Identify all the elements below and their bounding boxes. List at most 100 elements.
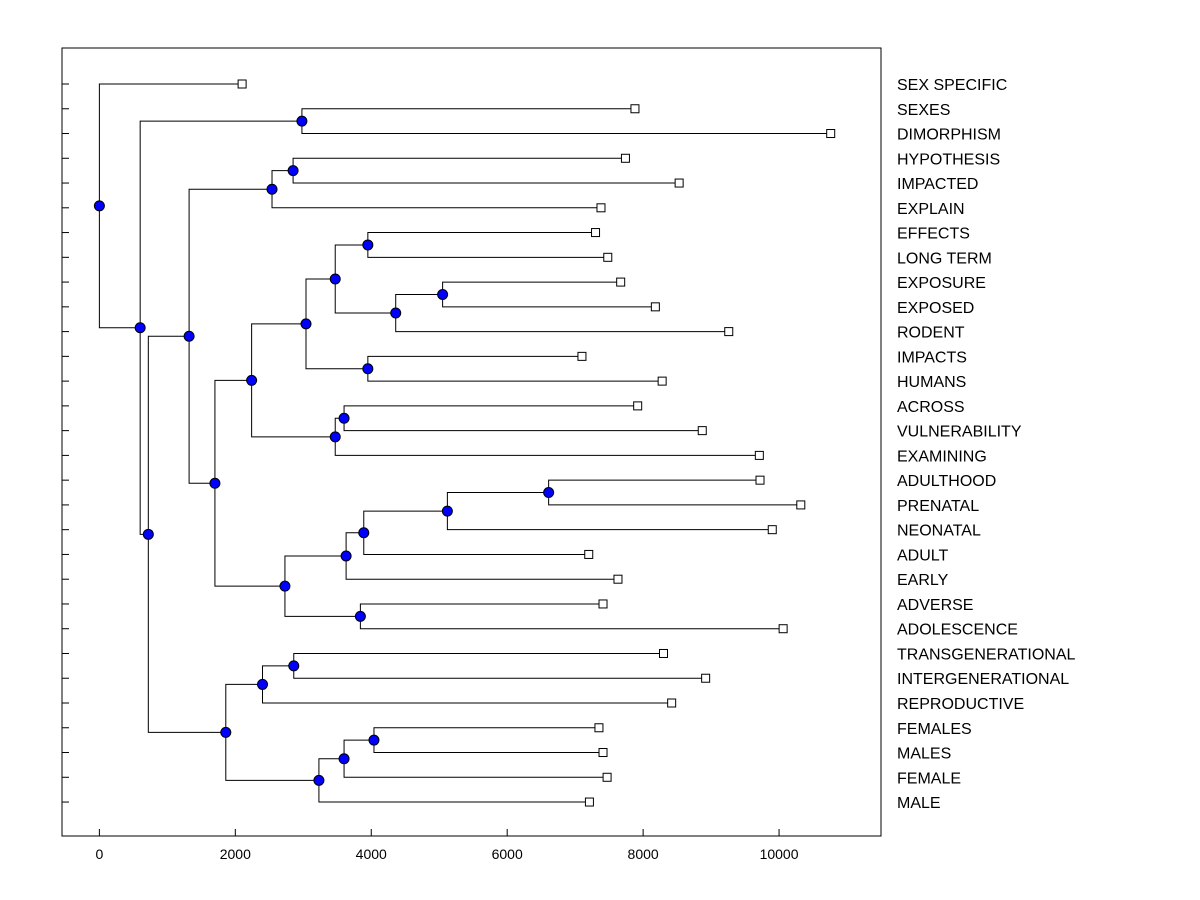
- leaf-marker: [237, 79, 247, 89]
- leaf-marker: [754, 450, 764, 460]
- link-N23: [293, 652, 706, 679]
- leaf-label: MALE: [897, 795, 941, 812]
- node-marker: [340, 550, 352, 562]
- leaf-label: ADOLESCENCE: [897, 622, 1018, 639]
- leaf-marker: [657, 376, 667, 386]
- leaf-label: TRANSGENERATIONAL: [897, 646, 1076, 663]
- leaf-marker: [767, 525, 777, 535]
- node-marker: [441, 505, 453, 517]
- link-N16: [214, 379, 285, 587]
- link-N29: [98, 83, 243, 329]
- leaf-label: LONG TERM: [897, 250, 992, 267]
- leaf-label: PRENATAL: [897, 498, 979, 515]
- link-N22: [318, 758, 590, 803]
- node-marker: [329, 431, 341, 443]
- link-N8: [334, 417, 760, 456]
- link-N18: [271, 170, 601, 209]
- plot-frame: [61, 47, 882, 837]
- leaf-label: EXAMINING: [897, 448, 987, 465]
- node-marker: [338, 753, 350, 765]
- link-N26: [147, 335, 226, 733]
- leaf-label: IMPACTED: [897, 176, 978, 193]
- leaf-label: MALES: [897, 746, 951, 763]
- leaf-label: IMPACTS: [897, 349, 967, 366]
- node-marker: [246, 374, 258, 386]
- link-N27: [301, 108, 831, 135]
- x-tick-label: 0: [95, 846, 103, 862]
- node-marker: [257, 678, 269, 690]
- node-marker: [354, 610, 366, 622]
- link-N12: [363, 510, 589, 555]
- leaf-marker: [630, 104, 640, 114]
- leaf-label: EXPOSURE: [897, 275, 986, 292]
- node-marker: [288, 660, 300, 672]
- leaf-label: HYPOTHESIS: [897, 151, 1000, 168]
- leaf-label: RODENT: [897, 325, 965, 342]
- node-marker: [287, 165, 299, 177]
- node-marker: [209, 477, 221, 489]
- leaf-marker: [633, 401, 643, 411]
- node-marker: [300, 318, 312, 330]
- link-N24: [262, 665, 672, 704]
- leaf-marker: [584, 797, 594, 807]
- link-N6: [305, 278, 368, 370]
- leaf-marker: [602, 772, 612, 782]
- leaf-label: ADULT: [897, 547, 948, 564]
- leaf-marker: [598, 748, 608, 758]
- x-axis: 0 2000 4000 6000 8000 10000: [95, 829, 799, 862]
- node-marker: [134, 322, 146, 334]
- leaf-label: ADVERSE: [897, 597, 973, 614]
- node-markers: [93, 115, 555, 786]
- link-N9: [251, 323, 336, 438]
- leaf-marker: [598, 599, 608, 609]
- leaf-marker: [724, 327, 734, 337]
- node-marker: [220, 726, 232, 738]
- leaf-marker: [613, 574, 623, 584]
- link-N4: [334, 244, 396, 314]
- link-N14: [359, 603, 784, 630]
- leaf-label: FEMALES: [897, 721, 972, 738]
- leaf-marker: [796, 500, 806, 510]
- node-marker: [358, 527, 370, 539]
- node-marker: [296, 115, 308, 127]
- node-marker: [338, 412, 350, 424]
- link-N5: [367, 355, 663, 382]
- leaf-marker: [650, 302, 660, 312]
- link-N28: [139, 120, 302, 535]
- leaf-marker: [674, 178, 684, 188]
- leaf-marker: [701, 673, 711, 683]
- leaf-marker: [620, 153, 630, 163]
- leaf-marker: [667, 698, 677, 708]
- leaf-marker: [697, 426, 707, 436]
- link-N2: [395, 293, 729, 333]
- leaf-marker: [755, 475, 765, 485]
- leaf-label: REPRODUCTIVE: [897, 696, 1024, 713]
- node-marker: [437, 288, 449, 300]
- link-N25: [225, 683, 319, 781]
- leaf-label: EXPLAIN: [897, 201, 965, 218]
- node-marker: [266, 183, 278, 195]
- link-N7: [343, 405, 703, 432]
- leaf-label: VULNERABILITY: [897, 424, 1022, 441]
- link-N3: [367, 232, 608, 258]
- node-marker: [93, 200, 105, 212]
- leaf-marker: [616, 277, 626, 287]
- node-marker: [329, 273, 341, 285]
- leaf-marker: [603, 252, 613, 262]
- leaf-label: FEMALE: [897, 770, 961, 787]
- x-tick-label: 8000: [628, 846, 659, 862]
- leaf-label: DIMORPHISM: [897, 127, 1001, 144]
- leaf-markers: [237, 79, 836, 807]
- leaf-marker: [596, 203, 606, 213]
- leaf-labels: SEX SPECIFIC SEXES DIMORPHISM HYPOTHESIS IMP…: [897, 77, 1076, 812]
- leaf-label: SEX SPECIFIC: [897, 77, 1007, 94]
- link-N15: [284, 555, 361, 617]
- dendrogram-links: [98, 83, 831, 803]
- link-N21: [343, 739, 608, 778]
- x-tick-label: 4000: [356, 846, 387, 862]
- leaf-label: SEXES: [897, 102, 950, 119]
- leaf-label: INTERGENERATIONAL: [897, 671, 1069, 688]
- leaf-label: EFFECTS: [897, 226, 970, 243]
- x-tick-label: 2000: [220, 846, 251, 862]
- leaf-label: ACROSS: [897, 399, 965, 416]
